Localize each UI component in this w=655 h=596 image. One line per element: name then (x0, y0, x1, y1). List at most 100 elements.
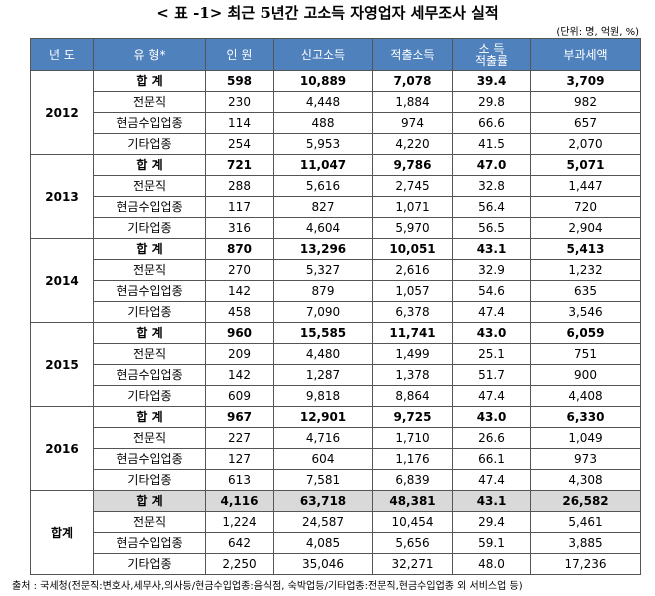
type-cell: 기타업종 (93, 133, 206, 155)
type-cell: 전문직 (93, 511, 206, 533)
value-cell: 458 (205, 301, 274, 323)
value-cell: 209 (205, 343, 274, 365)
value-cell: 7,581 (273, 469, 373, 491)
value-cell: 1,287 (273, 364, 373, 386)
value-cell: 870 (205, 238, 274, 260)
type-cell: 전문직 (93, 343, 206, 365)
value-cell: 4,408 (530, 385, 641, 407)
value-cell: 29.4 (452, 511, 531, 533)
header-cell: 년 도 (30, 38, 94, 71)
type-cell: 합 계 (93, 70, 206, 92)
type-cell: 기타업종 (93, 385, 206, 407)
table-row: 기타업종 613 7,581 6,839 47.4 4,308 (31, 469, 641, 491)
value-cell: 2,745 (372, 175, 453, 197)
value-cell: 5,461 (530, 511, 641, 533)
value-cell: 114 (205, 112, 274, 134)
value-cell: 11,047 (273, 154, 373, 176)
value-cell: 288 (205, 175, 274, 197)
table-row: 기타업종 458 7,090 6,378 47.4 3,546 (31, 301, 641, 323)
value-cell: 1,447 (530, 175, 641, 197)
type-cell: 현금수입업종 (93, 532, 206, 554)
value-cell: 642 (205, 532, 274, 554)
value-cell: 4,220 (372, 133, 453, 155)
value-cell: 4,085 (273, 532, 373, 554)
table-row: 2016 합 계 967 12,901 9,725 43.0 6,330 (30, 406, 641, 491)
value-cell: 270 (205, 259, 274, 281)
type-cell: 전문직 (93, 427, 206, 449)
table-body: 2012 합 계 598 10,889 7,078 39.4 3,709 전문직 230 4,44… (30, 70, 641, 575)
value-cell: 11,741 (372, 322, 453, 344)
value-cell: 609 (205, 385, 274, 407)
value-cell: 6,059 (530, 322, 641, 344)
value-cell: 1,176 (372, 448, 453, 470)
type-cell: 전문직 (93, 91, 206, 113)
value-cell: 227 (205, 427, 274, 449)
table-row: 기타업종 609 9,818 8,864 47.4 4,408 (31, 385, 641, 407)
value-cell: 1,378 (372, 364, 453, 386)
value-cell: 1,057 (372, 280, 453, 302)
type-cell: 합 계 (93, 322, 206, 344)
value-cell: 960 (205, 322, 274, 344)
type-cell: 현금수입업종 (93, 112, 206, 134)
table-row: 현금수입업종 117 827 1,071 56.4 720 (31, 196, 641, 218)
year-cell: 합계 (30, 490, 94, 575)
type-cell: 현금수입업종 (93, 280, 206, 302)
value-cell: 10,889 (273, 70, 373, 92)
value-cell: 43.1 (452, 238, 531, 260)
year-cell: 2015 (30, 322, 94, 407)
value-cell: 982 (530, 91, 641, 113)
value-cell: 604 (273, 448, 373, 470)
value-cell: 47.4 (452, 385, 531, 407)
value-cell: 1,884 (372, 91, 453, 113)
value-cell: 24,587 (273, 511, 373, 533)
value-cell: 41.5 (452, 133, 531, 155)
table-row: 2015 합 계 960 15,585 11,741 43.0 6,059 (30, 322, 641, 407)
type-cell: 현금수입업종 (93, 364, 206, 386)
table-row: 전문직 1,224 24,587 10,454 29.4 5,461 (31, 511, 641, 533)
header-cell: 유 형* (93, 38, 206, 71)
value-cell: 43.1 (452, 490, 531, 512)
value-cell: 35,046 (273, 553, 373, 575)
value-cell: 3,885 (530, 532, 641, 554)
table-row: 2013 합 계 721 11,047 9,786 47.0 5,071 (30, 154, 641, 239)
value-cell: 254 (205, 133, 274, 155)
value-cell: 721 (205, 154, 274, 176)
value-cell: 51.7 (452, 364, 531, 386)
value-cell: 751 (530, 343, 641, 365)
year-cell: 2016 (30, 406, 94, 491)
value-cell: 142 (205, 364, 274, 386)
value-cell: 5,953 (273, 133, 373, 155)
type-cell: 합 계 (93, 238, 206, 260)
value-cell: 47.0 (452, 154, 531, 176)
type-cell: 기타업종 (93, 217, 206, 239)
value-cell: 9,818 (273, 385, 373, 407)
value-cell: 26.6 (452, 427, 531, 449)
value-cell: 2,904 (530, 217, 641, 239)
table-row: 합계 합 계 4,116 63,718 48,381 43.1 26,582 (30, 490, 641, 575)
value-cell: 900 (530, 364, 641, 386)
value-cell: 142 (205, 280, 274, 302)
value-cell: 3,546 (530, 301, 641, 323)
value-cell: 827 (273, 196, 373, 218)
value-cell: 15,585 (273, 322, 373, 344)
value-cell: 26,582 (530, 490, 641, 512)
header-line: 소 득 (478, 41, 505, 56)
value-cell: 6,330 (530, 406, 641, 428)
value-cell: 316 (205, 217, 274, 239)
value-cell: 39.4 (452, 70, 531, 92)
table-row: 현금수입업종 642 4,085 5,656 59.1 3,885 (31, 532, 641, 554)
type-cell: 전문직 (93, 175, 206, 197)
title: < 표 -1> 최근 5년간 고소득 자영업자 세무조사 실적 (156, 4, 499, 22)
table-row: 2014 합 계 870 13,296 10,051 43.1 5,413 (30, 238, 641, 323)
type-cell: 합 계 (93, 154, 206, 176)
unit-note: (단위: 명, 억원, %) (556, 27, 639, 38)
type-cell: 현금수입업종 (93, 448, 206, 470)
value-cell: 127 (205, 448, 274, 470)
value-cell: 7,090 (273, 301, 373, 323)
value-cell: 117 (205, 196, 274, 218)
value-cell: 488 (273, 112, 373, 134)
value-cell: 1,232 (530, 259, 641, 281)
table-row: 기타업종 2,250 35,046 32,271 48.0 17,236 (31, 553, 641, 575)
table-row: 전문직 227 4,716 1,710 26.6 1,049 (31, 427, 641, 449)
value-cell: 635 (530, 280, 641, 302)
